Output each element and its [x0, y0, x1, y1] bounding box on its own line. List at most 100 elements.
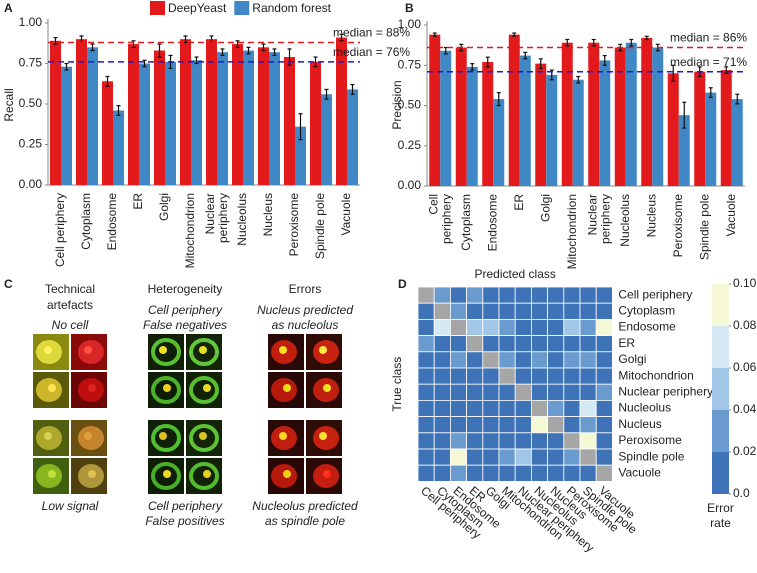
colorbar-tick-label: 0.08 [733, 318, 757, 332]
heatmap-cell [417, 448, 435, 466]
heatmap-cell [449, 416, 467, 434]
x-tick-label: Golgi [538, 194, 552, 222]
bar [429, 34, 441, 186]
y-tick-label: 0.25 [398, 138, 422, 152]
x-tick-label: Cytoplasm [79, 193, 93, 250]
panel-label: B [405, 1, 414, 15]
heatmap-cell [531, 399, 549, 417]
bar [269, 52, 280, 185]
cell-spot [203, 470, 211, 478]
heatmap-cell [449, 383, 467, 401]
heatmap-cell [417, 383, 435, 401]
row-label: Nucleolus [618, 401, 671, 415]
heatmap-cell [417, 399, 435, 417]
error-bar [591, 38, 596, 47]
caption: Nucleolus predicted [252, 499, 358, 513]
heatmap-cell [579, 383, 597, 401]
bar [310, 61, 321, 185]
cell-spot [84, 346, 92, 354]
bar [128, 44, 139, 186]
heatmap-cell [449, 432, 467, 450]
x-tick-label: Vacuole [339, 193, 353, 236]
heatmap-cell [531, 448, 549, 466]
bar [139, 63, 150, 185]
heatmap-cell [579, 448, 597, 466]
x-axis-label: Predicted class [475, 267, 556, 281]
y-tick-label: 0.75 [19, 56, 43, 70]
bar [546, 74, 558, 186]
heatmap-cell [498, 416, 516, 434]
heatmap-cell [482, 318, 500, 336]
cell-spot [283, 384, 291, 392]
y-tick-label: 0.50 [398, 98, 422, 112]
colorbar-tick-label: 0.06 [733, 360, 757, 374]
x-tick-label: Spindle pole [313, 193, 327, 259]
error-bar [64, 62, 69, 71]
heatmap-cell [579, 302, 597, 320]
micrograph-tile [186, 458, 222, 494]
heatmap-cell [449, 302, 467, 320]
heatmap-cell [482, 383, 500, 401]
x-tick-label: ER [512, 194, 526, 211]
x-tick-label: ER [131, 193, 145, 210]
colorbar-label: Error [707, 501, 734, 515]
bar [667, 73, 679, 186]
column-title: artefacts [47, 298, 93, 312]
heatmap-cell [498, 367, 516, 385]
heatmap-cell [563, 383, 581, 401]
cell-spot [44, 346, 52, 354]
heatmap-cell [433, 302, 451, 320]
median-label: median = 76% [333, 45, 410, 59]
heatmap-cell [482, 416, 500, 434]
bar [482, 62, 494, 186]
bar [76, 39, 87, 186]
column-title: Errors [289, 282, 322, 296]
heatmap-cell [433, 464, 451, 482]
heatmap-cell [449, 286, 467, 304]
y-tick-label: 1.00 [19, 15, 43, 29]
cell-spot [283, 470, 291, 478]
error-bar [350, 83, 355, 95]
bar [455, 47, 467, 186]
y-tick-label: 1.00 [398, 17, 422, 31]
cell-spot [319, 432, 327, 440]
colorbar-label: rate [710, 516, 731, 530]
row-label: Nuclear periphery [618, 384, 713, 398]
heatmap-cell [417, 286, 435, 304]
heatmap-cell [595, 448, 613, 466]
x-tick-label: Nuclear periphery [203, 193, 230, 246]
heatmap-cell [498, 335, 516, 353]
heatmap-cell [579, 432, 597, 450]
heatmap-cell [449, 399, 467, 417]
caption: False positives [145, 514, 224, 528]
caption: as spindle pole [265, 514, 345, 528]
heatmap-cell [417, 302, 435, 320]
heatmap-cell [498, 399, 516, 417]
colorbar-tick-label: 0.04 [733, 402, 757, 416]
heatmap-cell [417, 416, 435, 434]
error-bar [235, 40, 240, 48]
heatmap-cell [595, 464, 613, 482]
micrograph-tile [306, 458, 342, 494]
heatmap-cell [482, 464, 500, 482]
heatmap-cell [466, 335, 484, 353]
heatmap-cell [417, 351, 435, 369]
row-label: Cell periphery [618, 287, 692, 301]
bar [321, 94, 332, 185]
cell-outline [151, 424, 181, 452]
heatmap-cell [579, 286, 597, 304]
cell-outline [189, 338, 219, 366]
heatmap-cell [563, 318, 581, 336]
cell-spot [323, 470, 331, 478]
y-tick-label: 0.00 [19, 177, 43, 191]
heatmap-cell [514, 432, 532, 450]
heatmap-cell [466, 367, 484, 385]
error-bar [272, 48, 277, 57]
x-tick-label: Cytoplasm [459, 194, 473, 251]
heatmap-cell [595, 286, 613, 304]
cell-spot [159, 432, 167, 440]
heatmap-cell [433, 448, 451, 466]
error-bar [246, 46, 251, 55]
x-tick-label: Nuclear periphery [585, 194, 612, 247]
x-tick-label: Peroxisome [287, 193, 301, 257]
